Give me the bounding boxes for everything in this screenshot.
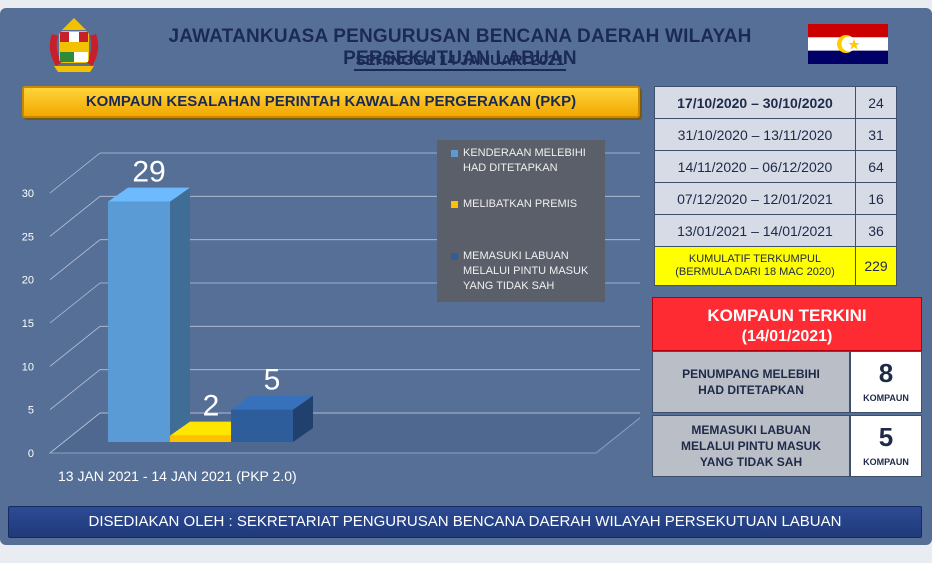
table-row: 07/12/2020 – 12/01/2021 16 [654,182,897,215]
legend-text: KENDERAAN MELEBIHI [463,147,586,159]
legend-text: MELALUI PINTU MASUK [463,265,589,277]
cumulative-value: 229 [855,246,897,286]
y-tick-label: 15 [22,318,34,330]
data-label: 29 [132,156,165,189]
page-subtitle: SEHINGGA 14 JANUARI 2021 [120,52,800,71]
value-cell: 36 [855,214,897,247]
latest-row-pintu-masuk: MEMASUKI LABUAN MELALUI PINTU MASUK YANG… [652,415,922,477]
gridline-diagonal [49,326,101,367]
period-cell: 13/01/2021 – 14/01/2021 [654,214,856,247]
latest-compound-title: KOMPAUN TERKINI [707,306,867,325]
table-row: 14/11/2020 – 06/12/2020 64 [654,150,897,183]
period-cell: 31/10/2020 – 13/11/2020 [654,118,856,151]
y-tick-label: 10 [22,361,34,373]
latest-row-label-line: HAD DITETAPKAN [698,383,804,397]
footer-bar: DISEDIAKAN OLEH : SEKRETARIAT PENGURUSAN… [8,506,922,538]
data-label: 2 [203,390,220,423]
bar [108,201,170,442]
bar-side [293,395,313,442]
legend-text: YANG TIDAK SAH [463,280,555,292]
latest-row-value: 8 [878,358,894,388]
chart-banner: KOMPAUN KESALAHAN PERINTAH KAWALAN PERGE… [22,86,640,118]
period-cell: 14/11/2020 – 06/12/2020 [654,150,856,183]
data-label: 5 [264,364,281,397]
x-axis-category-label: 13 JAN 2021 - 14 JAN 2021 (PKP 2.0) [58,468,297,484]
cumulative-label: KUMULATIF TERKUMPUL (BERMULA DARI 18 MAC… [654,246,856,286]
latest-compound-header: KOMPAUN TERKINI (14/01/2021) [652,297,922,351]
gridline-diagonal [49,239,101,280]
value-cell: 31 [855,118,897,151]
bar-top [108,187,190,202]
bar [170,435,232,442]
malaysia-coat-of-arms-icon [49,18,99,72]
latest-row-label-line: MELALUI PINTU MASUK [681,439,821,453]
gridline-diagonal [49,369,101,410]
y-tick-label: 30 [22,188,34,200]
period-table: 17/10/2020 – 30/10/2020 24 31/10/2020 – 1… [654,86,897,286]
value-cell: 16 [855,182,897,215]
y-tick-label: 5 [28,405,34,417]
latest-row-value-box: 8 KOMPAUN [850,351,922,413]
value-cell: 24 [855,86,897,119]
latest-row-penumpang: PENUMPANG MELEBIHI HAD DITETAPKAN 8 KOMP… [652,351,922,413]
table-row: 31/10/2020 – 13/11/2020 31 [654,118,897,151]
latest-row-unit: KOMPAUN [863,457,909,467]
period-cell: 07/12/2020 – 12/01/2021 [654,182,856,215]
chart-legend: KENDERAAN MELEBIHI HAD DITETAPKAN MELIBA… [437,140,605,302]
latest-row-label: PENUMPANG MELEBIHI HAD DITETAPKAN [652,351,850,413]
subtitle-text: SEHINGGA 14 JANUARI 2021 [353,52,567,71]
latest-row-value-box: 5 KOMPAUN [850,415,922,477]
cumulative-label-line: KUMULATIF TERKUMPUL [688,253,822,265]
labuan-flag-icon [808,24,888,64]
gridline-diagonal [49,282,101,324]
bar [231,409,293,442]
latest-row-label-line: YANG TIDAK SAH [699,455,803,469]
cumulative-row: KUMULATIF TERKUMPUL (BERMULA DARI 18 MAC… [654,246,897,286]
legend-swatch [451,253,458,260]
y-tick-label: 0 [28,448,34,460]
value-cell: 64 [855,150,897,183]
gridline-diagonal [49,196,101,237]
legend-text: MEMASUKI LABUAN [463,250,569,262]
bar-top [231,395,313,410]
latest-row-label-line: MEMASUKI LABUAN [691,423,811,437]
latest-row-value: 5 [878,422,894,452]
y-tick-label: 20 [22,275,34,287]
legend-swatch [451,201,458,208]
legend-swatch [451,150,458,157]
legend-text: MELIBATKAN PREMIS [463,198,578,210]
table-row: 17/10/2020 – 30/10/2020 24 [654,86,897,119]
gridline-diagonal [49,412,101,454]
latest-compound-box: KOMPAUN TERKINI (14/01/2021) PENUMPANG M… [652,297,922,477]
latest-row-unit: KOMPAUN [863,393,909,403]
latest-row-label: MEMASUKI LABUAN MELALUI PINTU MASUK YANG… [652,415,850,477]
latest-row-label-line: PENUMPANG MELEBIHI [682,367,820,381]
table-row: 13/01/2021 – 14/01/2021 36 [654,214,897,247]
gridline-diagonal [49,152,101,194]
legend-text: HAD DITETAPKAN [463,162,558,174]
bar-side [170,187,190,442]
period-cell: 17/10/2020 – 30/10/2020 [654,86,856,119]
latest-compound-date: (14/01/2021) [741,328,833,345]
y-tick-label: 25 [22,231,34,243]
page-title: JAWATANKUASA PENGURUSAN BENCANA DAERAH W… [168,26,752,69]
cumulative-label-line: (BERMULA DARI 18 MAC 2020) [675,266,835,278]
